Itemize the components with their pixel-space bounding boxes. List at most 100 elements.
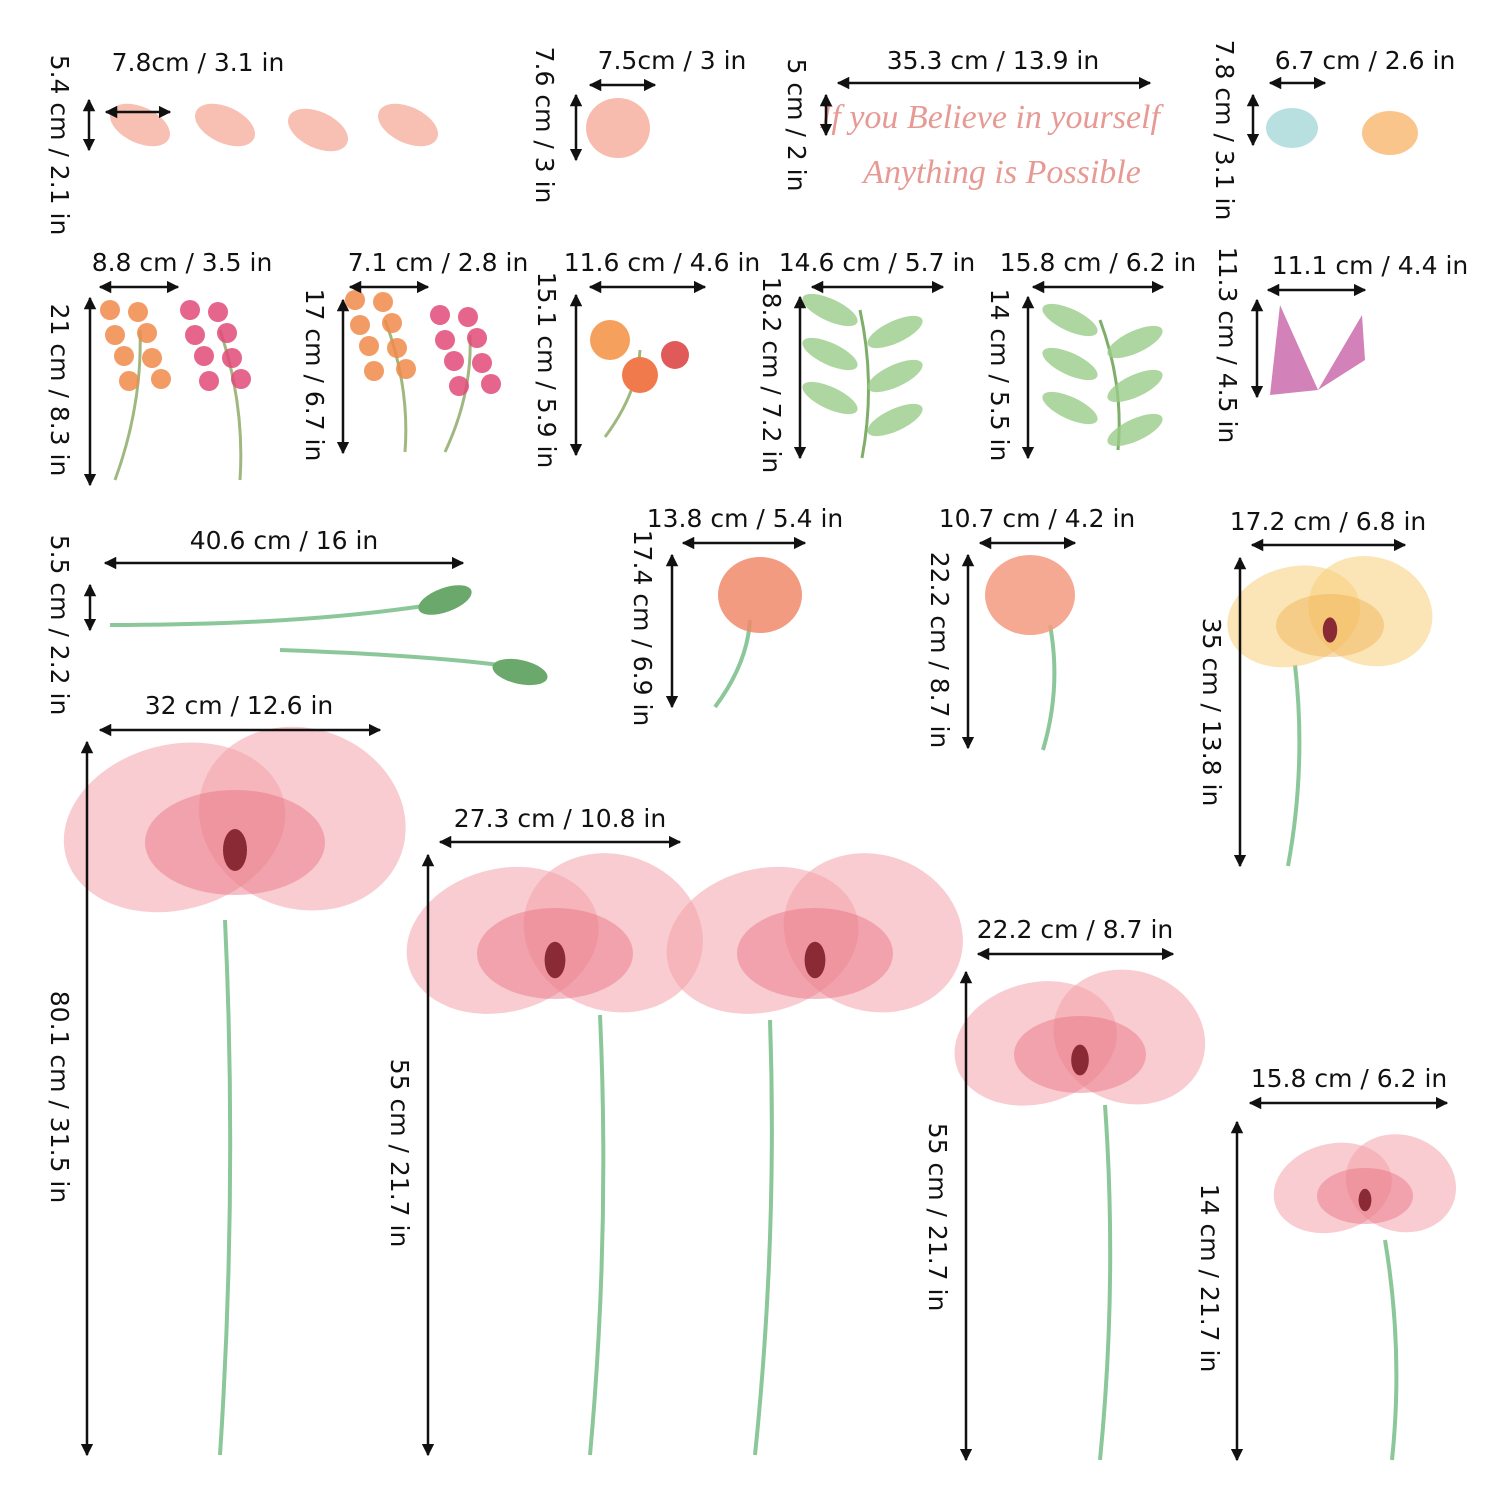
stem bbox=[383, 319, 408, 453]
stem bbox=[1098, 1104, 1113, 1461]
berry bbox=[472, 353, 492, 373]
berry bbox=[194, 346, 214, 366]
leaf bbox=[802, 337, 858, 371]
width-label: 11.6 cm / 4.6 in bbox=[564, 248, 761, 277]
width-label: 32 cm / 12.6 in bbox=[145, 691, 334, 720]
berry bbox=[231, 369, 251, 389]
height-label: 17.4 cm / 6.9 in bbox=[628, 530, 657, 727]
stem bbox=[588, 1014, 606, 1456]
flower-center bbox=[223, 829, 247, 871]
butterfly bbox=[1266, 108, 1318, 148]
stem bbox=[109, 603, 431, 627]
height-label: 35 cm / 13.8 in bbox=[1197, 618, 1226, 807]
petal bbox=[783, 853, 963, 1013]
height-label: 5.4 cm / 2.1 in bbox=[45, 55, 74, 236]
width-label: 15.8 cm / 6.2 in bbox=[1000, 248, 1197, 277]
stem bbox=[218, 329, 243, 481]
width-label: 40.6 cm / 16 in bbox=[190, 526, 379, 555]
stem bbox=[858, 309, 871, 459]
berry bbox=[128, 302, 148, 322]
berry bbox=[467, 328, 487, 348]
leaf bbox=[867, 315, 923, 349]
petal bbox=[586, 98, 650, 158]
width-label: 7.1 cm / 2.8 in bbox=[348, 248, 529, 277]
illustrations bbox=[63, 98, 1457, 1461]
height-label: 7.8 cm / 3.1 in bbox=[1210, 40, 1239, 221]
berry bbox=[199, 371, 219, 391]
height-label: 22.2 cm / 8.7 in bbox=[925, 552, 954, 749]
petal bbox=[1345, 1134, 1457, 1233]
dimensions: 7.8cm / 3.1 in 5.4 cm / 2.1 in 7.5cm / 3 i… bbox=[45, 40, 1468, 1462]
flower-center bbox=[1322, 617, 1338, 643]
petal bbox=[195, 103, 255, 147]
width-label: 13.8 cm / 5.4 in bbox=[647, 504, 844, 533]
berry bbox=[444, 351, 464, 371]
berry bbox=[435, 330, 455, 350]
butterfly bbox=[1270, 305, 1365, 395]
height-label: 55 cm / 21.7 in bbox=[923, 1123, 952, 1312]
height-label: 15.1 cm / 5.9 in bbox=[532, 272, 561, 469]
bud bbox=[622, 357, 658, 393]
berry bbox=[208, 302, 228, 322]
berry bbox=[185, 325, 205, 345]
quote-line: If you Believe in yourself bbox=[819, 99, 1164, 136]
leaf bbox=[1107, 369, 1163, 403]
petal bbox=[110, 103, 170, 147]
stem bbox=[1041, 624, 1057, 751]
berry bbox=[105, 325, 125, 345]
width-label: 10.7 cm / 4.2 in bbox=[939, 504, 1136, 533]
berry bbox=[137, 323, 157, 343]
height-label: 17 cm / 6.7 in bbox=[300, 289, 329, 462]
flower-center bbox=[544, 941, 566, 979]
height-label: 7.6 cm / 3 in bbox=[530, 47, 559, 204]
leaf bbox=[802, 293, 858, 327]
petal bbox=[198, 726, 406, 911]
stem bbox=[1286, 664, 1302, 867]
width-label: 15.8 cm / 6.2 in bbox=[1251, 1064, 1448, 1093]
height-label: 5.5 cm / 2.2 in bbox=[45, 535, 74, 716]
width-label: 7.5cm / 3 in bbox=[598, 46, 747, 75]
width-label: 17.2 cm / 6.8 in bbox=[1230, 507, 1427, 536]
leaf bbox=[802, 381, 858, 415]
butterfly bbox=[1362, 111, 1418, 155]
leaf bbox=[867, 403, 923, 437]
berry bbox=[151, 369, 171, 389]
pod bbox=[492, 658, 548, 686]
berry bbox=[373, 292, 393, 312]
leaf bbox=[1107, 325, 1163, 359]
leaf bbox=[867, 359, 923, 393]
height-label: 55 cm / 21.7 in bbox=[385, 1059, 414, 1248]
bud bbox=[590, 320, 630, 360]
berry bbox=[449, 376, 469, 396]
leaf bbox=[1042, 347, 1098, 381]
height-label: 5 cm / 2 in bbox=[782, 59, 811, 192]
height-label: 18.2 cm / 7.2 in bbox=[757, 277, 786, 474]
berry bbox=[114, 346, 134, 366]
width-label: 27.3 cm / 10.8 in bbox=[454, 804, 666, 833]
berry bbox=[359, 336, 379, 356]
petal bbox=[288, 108, 348, 152]
berry bbox=[387, 338, 407, 358]
stem bbox=[753, 1019, 774, 1456]
berry bbox=[142, 348, 162, 368]
height-label: 14 cm / 21.7 in bbox=[1195, 1184, 1224, 1373]
berry bbox=[458, 307, 478, 327]
width-label: 22.2 cm / 8.7 in bbox=[977, 915, 1174, 944]
bud bbox=[661, 341, 689, 369]
height-label: 21 cm / 8.3 in bbox=[45, 304, 74, 477]
berry bbox=[222, 348, 242, 368]
width-label: 14.6 cm / 5.7 in bbox=[779, 248, 976, 277]
leaf bbox=[1107, 413, 1163, 447]
petal bbox=[1053, 969, 1206, 1105]
berry bbox=[396, 359, 416, 379]
height-label: 14 cm / 5.5 in bbox=[985, 289, 1014, 462]
height-label: 11.3 cm / 4.5 in bbox=[1213, 247, 1242, 444]
berry bbox=[180, 300, 200, 320]
berry bbox=[382, 313, 402, 333]
flower-center bbox=[804, 941, 826, 979]
petal bbox=[1308, 556, 1433, 667]
petal bbox=[523, 853, 703, 1013]
pod bbox=[418, 585, 472, 615]
berry bbox=[100, 300, 120, 320]
